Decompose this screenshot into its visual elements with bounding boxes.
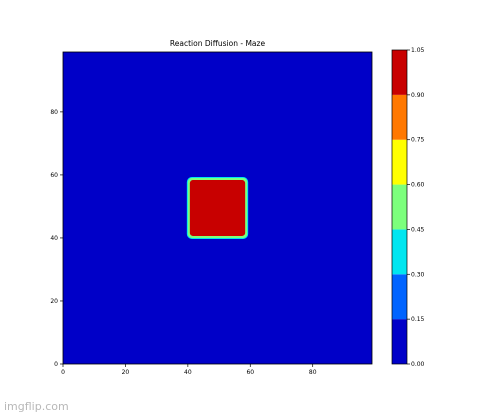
colorbar-bin-4 — [392, 140, 407, 185]
x-tick-label: 20 — [122, 369, 130, 376]
x-tick-label: 80 — [309, 369, 317, 376]
chart-title: Reaction Diffusion - Maze — [170, 39, 266, 48]
y-tick-label: 40 — [50, 235, 58, 242]
colorbar-tick-label: 0.45 — [411, 226, 425, 233]
colorbar-tick-label: 0.90 — [411, 92, 425, 99]
imgflip-watermark: imgflip.com — [4, 401, 69, 413]
x-tick-label: 0 — [61, 369, 65, 376]
colorbar-bin-6 — [392, 50, 407, 95]
colorbar-bin-3 — [392, 185, 407, 230]
colorbar-bin-5 — [392, 95, 407, 140]
colorbar-tick-label: 0.00 — [411, 361, 425, 368]
region-0 — [190, 180, 245, 236]
colorbar-bin-2 — [392, 229, 407, 274]
x-tick-label: 60 — [246, 369, 254, 376]
colorbar-tick-label: 0.60 — [411, 182, 425, 189]
y-tick-label: 20 — [50, 298, 58, 305]
y-tick-label: 60 — [50, 172, 58, 179]
colorbar-tick-label: 0.30 — [411, 271, 425, 278]
x-tick-label: 40 — [184, 369, 192, 376]
colorbar-tick-label: 0.15 — [411, 316, 425, 323]
colorbar-bin-1 — [392, 274, 407, 319]
y-tick-label: 80 — [50, 109, 58, 116]
colorbar-bin-0 — [392, 319, 407, 364]
y-tick-label: 0 — [54, 361, 58, 368]
colorbar-tick-label: 1.05 — [411, 47, 425, 54]
colorbar-tick-label: 0.75 — [411, 137, 425, 144]
